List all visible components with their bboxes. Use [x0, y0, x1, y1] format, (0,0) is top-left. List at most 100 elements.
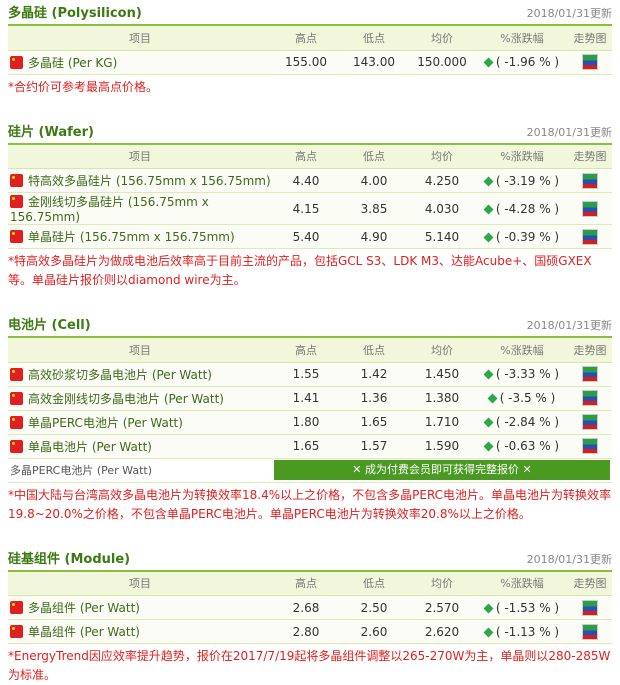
- trend-chart-icon[interactable]: [582, 173, 598, 189]
- china-flag-icon: [10, 195, 23, 208]
- table-row: 单晶硅片 (156.75mm x 156.75mm) 5.40 4.90 5.1…: [8, 225, 612, 249]
- table-row: 多晶硅 (Per KG) 155.00 143.00 150.000 ( -1.…: [8, 50, 612, 74]
- trend-chart-icon[interactable]: [582, 366, 598, 382]
- table-row: 单晶组件 (Per Watt) 2.80 2.60 2.620 ( -1.13 …: [8, 620, 612, 644]
- col-high: 高点: [272, 145, 340, 169]
- avg-price: 2.570: [408, 596, 476, 620]
- trend-chart-icon[interactable]: [582, 201, 598, 217]
- col-change: %涨跌幅: [476, 26, 568, 50]
- col-change: %涨跌幅: [476, 145, 568, 169]
- high-price: 2.80: [272, 620, 340, 644]
- china-flag-icon: [10, 416, 23, 429]
- become-member-button[interactable]: ✕ 成为付费会员即可获得完整报价 ✕: [274, 460, 610, 480]
- avg-price: 4.250: [408, 169, 476, 193]
- price-table: 项目 高点 低点 均价 %涨跌幅 走势图 多晶组件 (Per Watt) 2.6…: [8, 572, 612, 645]
- product-name: 特高效多晶硅片 (156.75mm x 156.75mm): [28, 174, 271, 188]
- table-row: 特高效多晶硅片 (156.75mm x 156.75mm) 4.40 4.00 …: [8, 169, 612, 193]
- table-header: 项目 高点 低点 均价 %涨跌幅 走势图: [8, 572, 612, 596]
- product-name: 单晶硅片 (156.75mm x 156.75mm): [28, 230, 235, 244]
- section-title: 硅基组件 (Module): [8, 548, 130, 567]
- col-high: 高点: [272, 26, 340, 50]
- low-price: 3.85: [340, 193, 408, 225]
- down-arrow-icon: [483, 58, 493, 68]
- change-percent: ( -0.39 % ): [496, 230, 559, 244]
- section-header: 硅片 (Wafer) 2018/01/31更新: [8, 119, 612, 145]
- section-1: 硅片 (Wafer) 2018/01/31更新 项目 高点 低点 均价 %涨跌幅…: [8, 119, 612, 291]
- footnote: *特高效多晶硅片为做成电池后效率高于目前主流的产品，包括GCL S3、LDK M…: [8, 249, 612, 290]
- china-flag-icon: [10, 392, 23, 405]
- table-row: 单晶PERC电池片 (Per Watt) 1.80 1.65 1.710 ( -…: [8, 410, 612, 434]
- col-high: 高点: [272, 338, 340, 362]
- update-date: 2018/01/31更新: [527, 5, 612, 21]
- section-3: 硅基组件 (Module) 2018/01/31更新 项目 高点 低点 均价 %…: [8, 546, 612, 685]
- china-flag-icon: [10, 230, 23, 243]
- col-item: 项目: [8, 26, 272, 50]
- low-price: 2.60: [340, 620, 408, 644]
- col-avg: 均价: [408, 572, 476, 596]
- down-arrow-icon: [483, 627, 493, 637]
- product-name: 高效金刚线切多晶电池片 (Per Watt): [28, 392, 224, 406]
- change-percent: ( -2.84 % ): [496, 415, 559, 429]
- col-low: 低点: [340, 572, 408, 596]
- col-chart: 走势图: [568, 338, 612, 362]
- avg-price: 1.710: [408, 410, 476, 434]
- col-change: %涨跌幅: [476, 338, 568, 362]
- update-date: 2018/01/31更新: [527, 317, 612, 333]
- price-table: 项目 高点 低点 均价 %涨跌幅 走势图 多晶硅 (Per KG) 155.00…: [8, 26, 612, 75]
- table-row: 多晶组件 (Per Watt) 2.68 2.50 2.570 ( -1.53 …: [8, 596, 612, 620]
- change-percent: ( -1.96 % ): [496, 55, 559, 69]
- avg-price: 1.380: [408, 386, 476, 410]
- col-low: 低点: [340, 338, 408, 362]
- trend-chart-icon[interactable]: [582, 229, 598, 245]
- change-percent: ( -1.13 % ): [496, 625, 559, 639]
- table-header: 项目 高点 低点 均价 %涨跌幅 走势图: [8, 145, 612, 169]
- trend-chart-icon[interactable]: [582, 390, 598, 406]
- high-price: 155.00: [272, 50, 340, 74]
- table-header: 项目 高点 低点 均价 %涨跌幅 走势图: [8, 26, 612, 50]
- product-name: 单晶PERC电池片 (Per Watt): [28, 416, 183, 430]
- col-high: 高点: [272, 572, 340, 596]
- avg-price: 4.030: [408, 193, 476, 225]
- change-percent: ( -3.19 % ): [496, 174, 559, 188]
- footnote: *合约价可参考最高点价格。: [8, 75, 612, 97]
- section-2: 电池片 (Cell) 2018/01/31更新 项目 高点 低点 均价 %涨跌幅…: [8, 312, 612, 524]
- trend-chart-icon[interactable]: [582, 414, 598, 430]
- col-avg: 均价: [408, 338, 476, 362]
- high-price: 1.80: [272, 410, 340, 434]
- table-header: 项目 高点 低点 均价 %涨跌幅 走势图: [8, 338, 612, 362]
- down-arrow-icon: [483, 370, 493, 380]
- down-arrow-icon: [483, 204, 493, 214]
- col-chart: 走势图: [568, 572, 612, 596]
- low-price: 2.50: [340, 596, 408, 620]
- change-percent: ( -0.63 % ): [496, 439, 559, 453]
- high-price: 1.65: [272, 434, 340, 458]
- col-avg: 均价: [408, 145, 476, 169]
- product-name: 多晶硅 (Per KG): [28, 56, 117, 70]
- price-table: 项目 高点 低点 均价 %涨跌幅 走势图 特高效多晶硅片 (156.75mm x…: [8, 145, 612, 250]
- trend-chart-icon[interactable]: [582, 600, 598, 616]
- change-percent: ( -4.28 % ): [496, 202, 559, 216]
- down-arrow-icon: [487, 394, 497, 404]
- trend-chart-icon[interactable]: [582, 624, 598, 640]
- trend-chart-icon[interactable]: [582, 54, 598, 70]
- section-header: 电池片 (Cell) 2018/01/31更新: [8, 312, 612, 338]
- col-low: 低点: [340, 145, 408, 169]
- change-percent: ( -1.53 % ): [496, 601, 559, 615]
- section-header: 多晶硅 (Polysilicon) 2018/01/31更新: [8, 0, 612, 26]
- locked-product-name: 多晶PERC电池片 (Per Watt): [8, 458, 272, 482]
- low-price: 4.90: [340, 225, 408, 249]
- footnote: *中国大陆与台湾高效多晶电池片为转换效率18.4%以上之价格，不包含多晶PERC…: [8, 483, 612, 524]
- price-table: 项目 高点 低点 均价 %涨跌幅 走势图 高效砂浆切多晶电池片 (Per Wat…: [8, 338, 612, 483]
- china-flag-icon: [10, 368, 23, 381]
- avg-price: 150.000: [408, 50, 476, 74]
- low-price: 1.36: [340, 386, 408, 410]
- trend-chart-icon[interactable]: [582, 438, 598, 454]
- down-arrow-icon: [483, 418, 493, 428]
- product-name: 高效砂浆切多晶电池片 (Per Watt): [28, 368, 212, 382]
- section-header: 硅基组件 (Module) 2018/01/31更新: [8, 546, 612, 572]
- high-price: 1.55: [272, 362, 340, 386]
- low-price: 143.00: [340, 50, 408, 74]
- change-percent: ( -3.5 % ): [500, 391, 556, 405]
- avg-price: 1.590: [408, 434, 476, 458]
- col-chart: 走势图: [568, 26, 612, 50]
